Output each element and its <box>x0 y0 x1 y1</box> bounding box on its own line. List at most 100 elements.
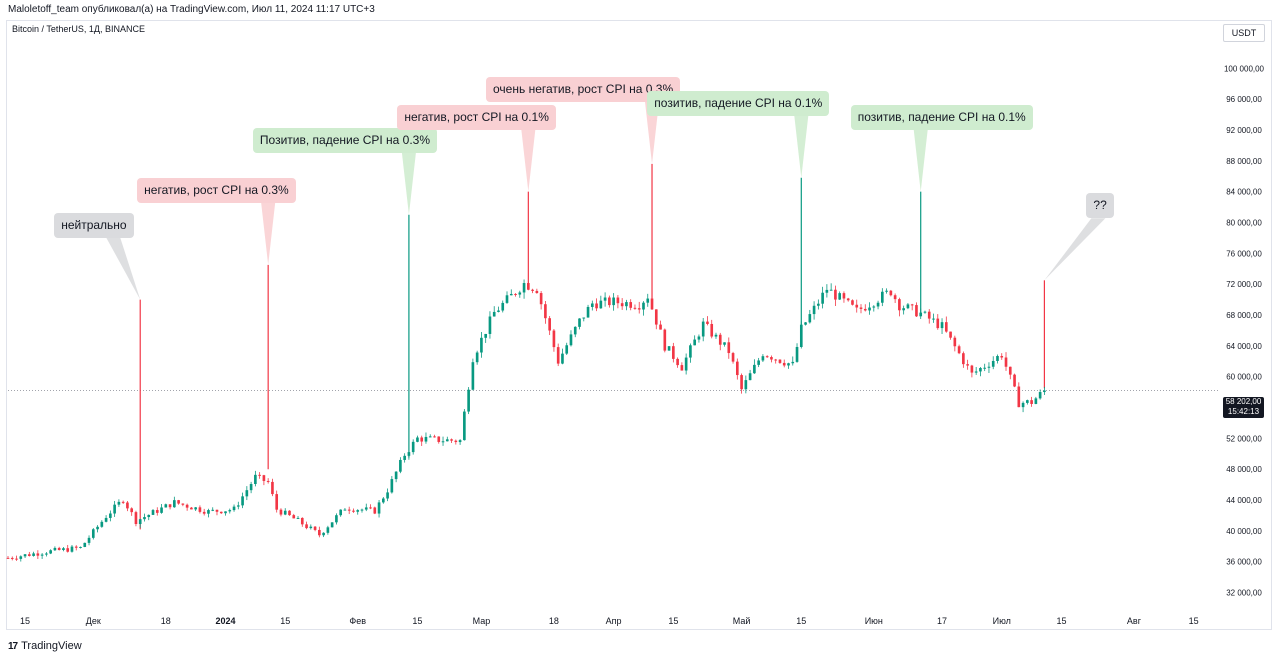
candle-body <box>360 509 364 511</box>
x-tick-label: Июл <box>993 616 1011 626</box>
candle-body <box>390 479 394 493</box>
candle-body <box>799 324 803 347</box>
candle-body <box>599 300 603 309</box>
x-tick-label: 15 <box>796 616 806 626</box>
candle-body <box>821 292 824 304</box>
candle-body <box>770 357 773 360</box>
candle-body <box>727 342 731 354</box>
candle-body <box>313 526 317 530</box>
candle-body <box>544 304 547 319</box>
callout-pointer <box>521 129 536 192</box>
x-tick-label: Фев <box>349 616 366 626</box>
candle-body <box>569 334 573 346</box>
event-callout[interactable]: негатив, рост CPI на 0.1% <box>397 104 556 130</box>
candle-body <box>305 524 308 529</box>
candle-body <box>987 366 991 368</box>
candle-body <box>842 293 846 299</box>
candle-body <box>885 290 888 292</box>
event-callout[interactable]: ?? <box>1086 193 1114 219</box>
candle-body <box>471 362 475 390</box>
candle-body <box>224 511 227 514</box>
y-tick-label: 64 000,00 <box>1226 342 1262 351</box>
candle-body <box>207 510 210 514</box>
candle-body <box>578 318 581 327</box>
y-tick-label: 80 000,00 <box>1226 218 1262 227</box>
candle-body <box>262 475 266 481</box>
candle-body <box>654 309 658 325</box>
currency-button[interactable]: USDT <box>1223 24 1265 42</box>
candle-body <box>868 307 871 311</box>
candle-body <box>501 302 505 311</box>
candle-body <box>1030 400 1033 404</box>
candle-body <box>974 371 978 373</box>
candle-body <box>109 513 112 518</box>
candle-body <box>185 504 189 508</box>
candle-body <box>266 480 270 482</box>
x-tick-label: 15 <box>412 616 422 626</box>
candle-body <box>881 291 884 303</box>
price-axis: 32 000,00 36 000,00 40 000,00 44 000,00 48 0… <box>1224 33 1265 597</box>
candle-body <box>411 441 415 453</box>
candle-body <box>1017 386 1021 408</box>
candle-body <box>275 494 279 510</box>
x-tick-label: 15 <box>20 616 30 626</box>
candle-body <box>57 547 61 550</box>
candle-body <box>373 507 377 514</box>
callout-pointer <box>401 152 416 215</box>
event-callout[interactable]: позитив, падение CPI на 0.1% <box>850 104 1033 130</box>
candle-body <box>927 311 931 319</box>
event-callout[interactable]: нейтрально <box>54 212 134 238</box>
candle-body <box>381 498 385 503</box>
candle-body <box>659 324 662 330</box>
candle-body <box>761 356 765 361</box>
x-tick-label: 15 <box>280 616 290 626</box>
candle-body <box>245 490 249 497</box>
candle-body <box>288 510 291 516</box>
x-tick-label: Июн <box>865 616 883 626</box>
candle-body <box>463 411 466 441</box>
x-tick-label: 15 <box>668 616 678 626</box>
candle-body <box>753 364 756 374</box>
event-callout[interactable]: Позитив, падение CPI на 0.3% <box>252 127 438 153</box>
x-tick-label: 2024 <box>216 616 236 626</box>
event-callout[interactable]: позитив, падение CPI на 0.1% <box>647 90 830 116</box>
candle-body <box>475 352 479 363</box>
candle-body <box>663 329 667 351</box>
event-callout[interactable]: негатив, рост CPI на 0.3% <box>137 177 296 203</box>
candle-body <box>40 554 44 556</box>
candle-body <box>458 440 462 443</box>
candle-body <box>45 553 48 555</box>
event-callout[interactable]: очень негатив, рост CPI на 0.3% <box>486 76 681 102</box>
footer-brand[interactable]: 17 TradingView <box>8 638 82 654</box>
candle-body <box>377 502 381 514</box>
symbol-title[interactable]: Bitcoin / TetherUS, 1Д, BINANCE <box>12 24 145 34</box>
candle-body <box>271 481 274 495</box>
y-tick-label: 60 000,00 <box>1226 373 1262 382</box>
candle-body <box>441 441 445 443</box>
x-tick-label: 15 <box>1056 616 1066 626</box>
callout-pointer <box>1044 218 1106 281</box>
candle-body <box>160 507 163 513</box>
candle-body <box>403 455 406 460</box>
callout-pointer <box>913 129 928 192</box>
candle-body <box>535 290 539 294</box>
candle-body <box>582 317 586 319</box>
x-tick-label: Май <box>733 616 751 626</box>
candle-body <box>1000 356 1004 358</box>
y-tick-label: 84 000,00 <box>1226 188 1262 197</box>
candle-body <box>923 311 927 313</box>
candle-body <box>117 501 121 505</box>
candle-body <box>83 542 87 547</box>
y-tick-label: 52 000,00 <box>1226 434 1262 443</box>
y-tick-label: 32 000,00 <box>1226 589 1262 598</box>
candle-body <box>300 517 304 525</box>
candle-body <box>211 509 215 511</box>
candle-body <box>228 510 232 512</box>
tradingview-logo-icon: 17 <box>8 640 18 652</box>
candle-body <box>364 507 368 510</box>
y-tick-label: 40 000,00 <box>1226 527 1262 536</box>
candle-body <box>356 510 360 512</box>
candle-body <box>735 361 739 376</box>
candle-body <box>399 459 402 472</box>
